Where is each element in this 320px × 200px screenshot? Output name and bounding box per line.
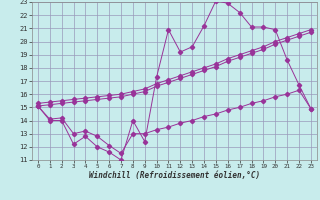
X-axis label: Windchill (Refroidissement éolien,°C): Windchill (Refroidissement éolien,°C) bbox=[89, 171, 260, 180]
